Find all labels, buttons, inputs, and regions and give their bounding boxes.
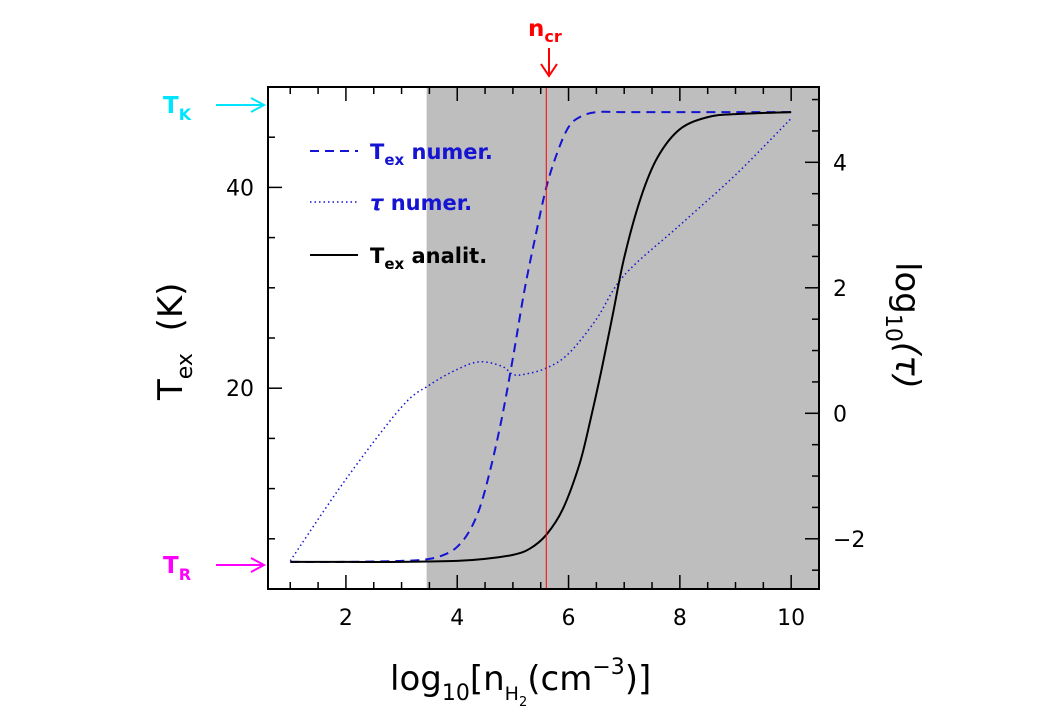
y-left-tick-label: 20 [226,377,254,402]
y-right-tick-label: −2 [833,528,865,553]
legend-label-solid: Tex analit. [370,244,487,273]
tr-label: TR [163,553,191,584]
y-right-tick-label: 2 [833,277,847,302]
legend-label-dotted: τ numer. [370,191,472,215]
tex-numerical-curve [290,110,792,563]
ticks-group: 2 4 6 8 10 20 40 −2 0 2 4 [226,87,865,631]
shaded-region [426,87,819,589]
curves-group [289,110,792,563]
critical-density-label: ncr [528,16,562,46]
tk-label: TK [163,93,192,124]
y-axis-right-label: log10(τ) [880,262,927,389]
y-right-tick-label: 4 [833,151,847,176]
x-tick-label: 4 [450,606,464,631]
y-left-tick-label: 40 [226,176,254,201]
tau-numerical-curve [289,117,792,562]
tr-arrow-icon [250,557,267,573]
y-right-tick-label: 0 [833,402,847,427]
tk-arrow-icon [250,97,267,113]
x-tick-label: 2 [339,606,353,631]
x-axis-label: log10[nH2(cm−3)] [390,655,651,710]
x-tick-label: 10 [777,606,805,631]
tex-analytical-curve [290,111,792,563]
x-tick-label: 6 [562,606,576,631]
legend: Tex numer. τ numer. Tex analit. [310,140,493,273]
x-tick-label: 8 [673,606,687,631]
y-axis-left-label: Tex (K) [151,283,198,401]
critical-density-arrow-icon [540,63,558,78]
legend-label-dashed: Tex numer. [370,140,493,169]
